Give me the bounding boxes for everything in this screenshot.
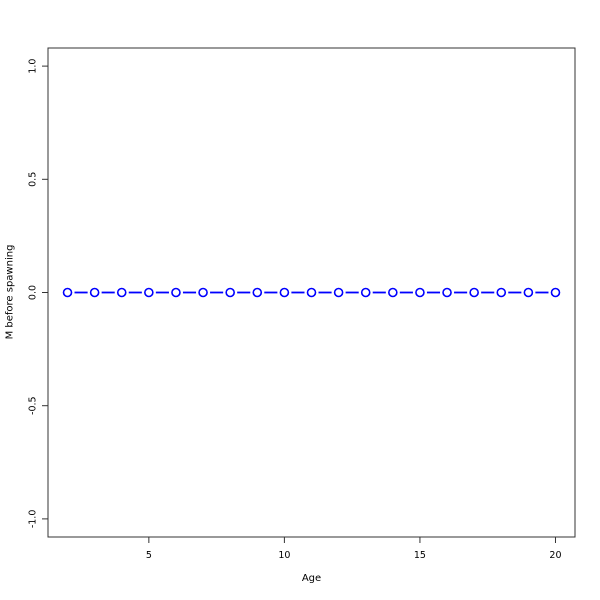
data-point — [415, 287, 425, 298]
x-tick-label: 5 — [146, 550, 152, 561]
y-tick-label: -1.0 — [28, 510, 39, 529]
data-point — [388, 287, 398, 298]
y-tick-label: 0.5 — [28, 172, 39, 187]
data-point — [116, 287, 127, 298]
y-tick-label: -0.5 — [28, 396, 39, 415]
data-point — [333, 287, 344, 298]
data-point — [171, 287, 181, 298]
y-axis-title: M before spawning — [4, 244, 16, 340]
data-point — [550, 287, 561, 298]
data-point — [523, 287, 534, 298]
y-tick-label: 0.0 — [28, 285, 39, 300]
data-point — [144, 287, 154, 298]
data-point — [469, 287, 479, 298]
data-point — [496, 287, 507, 298]
data-point — [225, 287, 235, 298]
y-tick-label: 1.0 — [28, 59, 39, 74]
data-point — [279, 287, 290, 298]
data-point — [89, 287, 100, 298]
data-point — [252, 287, 263, 298]
x-tick-label: 20 — [549, 550, 561, 561]
data-point — [442, 287, 452, 298]
data-point — [360, 287, 371, 298]
x-tick-label: 10 — [278, 550, 290, 561]
data-point — [306, 287, 317, 298]
x-tick-label: 15 — [414, 550, 426, 561]
x-axis-title: Age — [301, 573, 322, 584]
data-point — [62, 287, 73, 298]
data-point — [198, 287, 208, 298]
